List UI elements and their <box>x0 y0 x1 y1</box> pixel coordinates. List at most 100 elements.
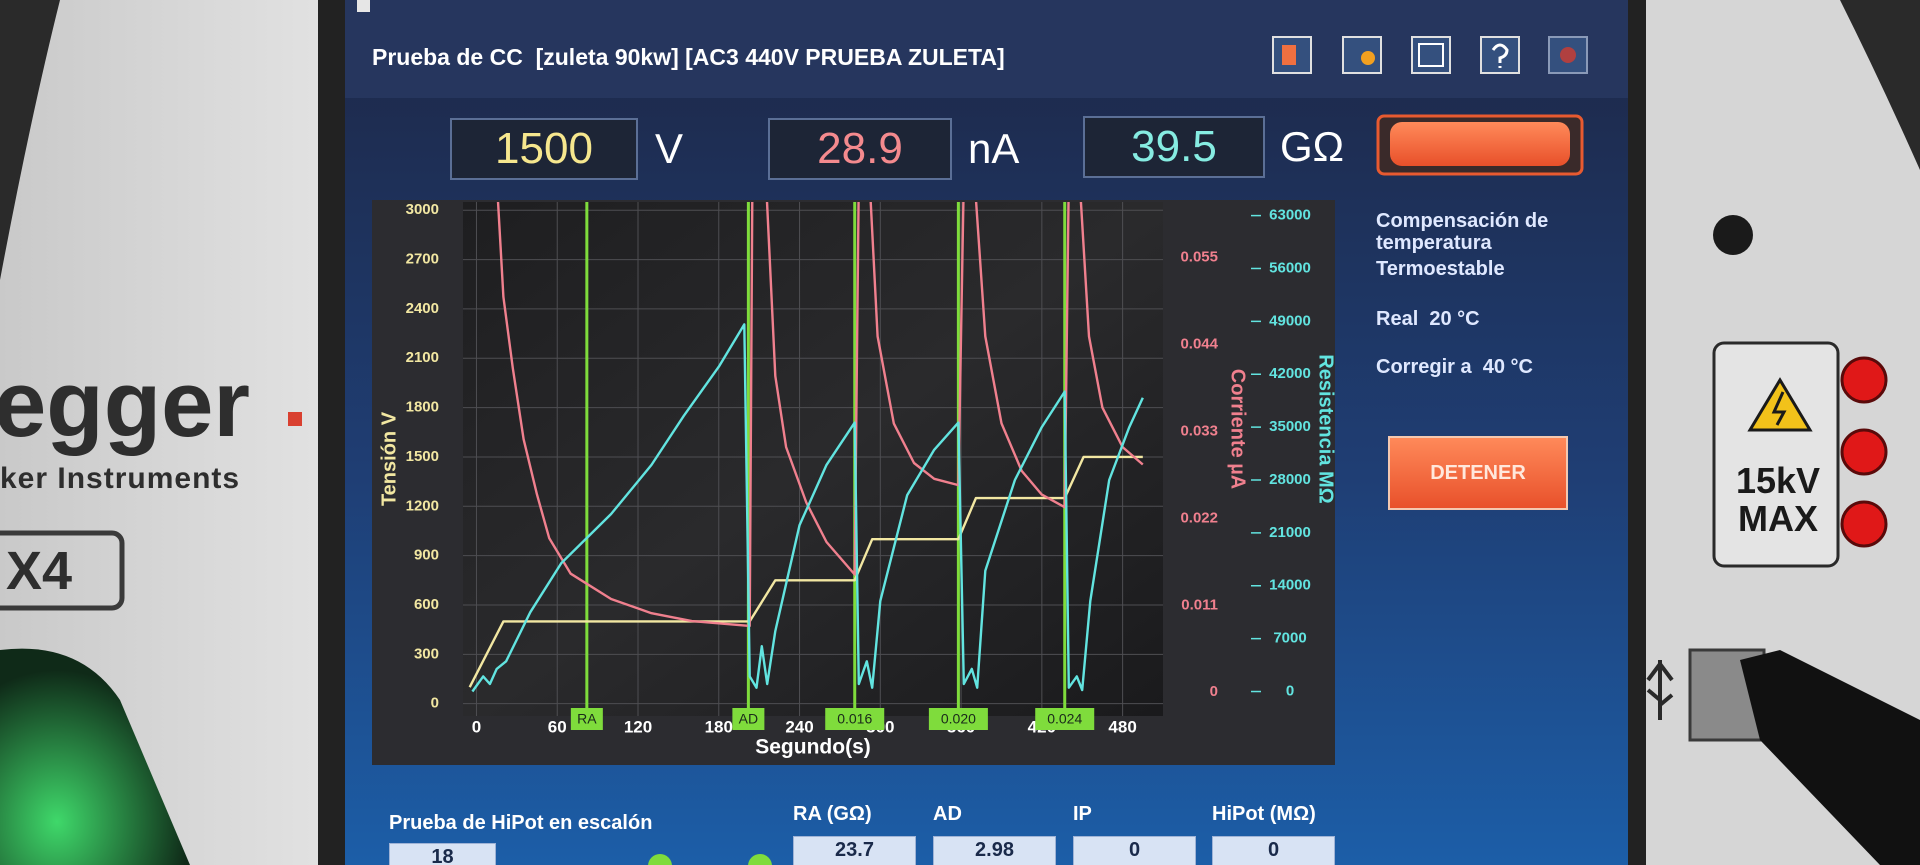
y2-axis-title: Corriente µA <box>1227 369 1249 489</box>
y-tick-label: 1800 <box>406 399 439 416</box>
marker-label-box <box>1035 708 1095 730</box>
y2-tick-label: 0.022 <box>1180 509 1218 526</box>
x-tick-label: 480 <box>1108 717 1136 736</box>
marker-label: RA <box>577 711 597 727</box>
y-tick-label: 2700 <box>406 251 439 268</box>
grid <box>463 202 1163 716</box>
y3-tick-label: 63000 <box>1269 207 1311 224</box>
y-tick-label: 2100 <box>406 349 439 366</box>
y-tick-label: 2400 <box>406 300 439 317</box>
marker-label: 0.016 <box>837 711 872 727</box>
marker-label-box <box>928 708 988 730</box>
current-readout: 28.9 <box>768 118 952 180</box>
marker-label-box <box>825 708 885 730</box>
resistance-unit: GΩ <box>1280 123 1345 170</box>
results-title: Prueba de HiPot en escalón <box>389 812 653 834</box>
led <box>1840 428 1888 476</box>
marker-label-box <box>732 708 765 730</box>
result-value: 0 <box>1212 836 1335 865</box>
real-temperature: Real 20 °C <box>1376 308 1480 330</box>
y-tick-label: 600 <box>414 596 439 613</box>
series-line <box>496 202 1144 628</box>
series-line <box>471 323 1144 693</box>
result-label: RA (GΩ) <box>793 803 872 825</box>
y3-axis-title: Resistencia MΩ <box>1315 354 1337 503</box>
app-icon <box>357 0 370 12</box>
y2-tick-label: 0.055 <box>1180 248 1218 265</box>
stop-button-label[interactable]: DETENER <box>1430 462 1526 484</box>
result-value: 0 <box>1073 836 1196 865</box>
usb-cable <box>1740 650 1920 865</box>
registered-mark <box>288 412 302 426</box>
y-tick-label: 1500 <box>406 448 439 465</box>
y3-tick-label: 56000 <box>1269 259 1311 276</box>
voltage-unit: V <box>655 125 684 172</box>
warning-icon <box>1747 377 1813 432</box>
y2-tick-label: 0.011 <box>1181 596 1218 613</box>
model-box <box>0 530 125 611</box>
toggle[interactable] <box>648 854 672 865</box>
brand-tagline: ker Instruments <box>0 462 241 495</box>
marker-label: 0.024 <box>1047 711 1082 727</box>
y2-tick-label: 0 <box>1210 683 1218 700</box>
y3-tick-label: 42000 <box>1269 365 1311 382</box>
window-title: Prueba de CC [zuleta 90kw] [AC3 440V PRU… <box>372 44 1005 70</box>
toggle[interactable] <box>748 854 772 865</box>
x-tick-label: 240 <box>785 717 813 736</box>
screw <box>1713 215 1753 255</box>
compensation-mode: Termoestable <box>1376 258 1505 280</box>
y3-tick-label: 0 <box>1286 682 1294 699</box>
y3-tick-label: 28000 <box>1269 471 1311 488</box>
result-label: AD <box>933 803 962 825</box>
frame <box>318 0 348 865</box>
bezel-shadow <box>1840 0 1920 170</box>
y3-tick-label: 21000 <box>1269 524 1311 541</box>
start-stop-button-face <box>1390 122 1570 166</box>
rating-panel <box>1712 341 1840 568</box>
step-value: 18 <box>389 843 496 865</box>
icon-glyph <box>1560 47 1576 63</box>
y2-tick-label: 0.033 <box>1180 422 1218 439</box>
green-glow <box>0 648 190 865</box>
bezel-shadow <box>0 0 60 280</box>
y-tick-label: 900 <box>414 547 439 564</box>
led <box>1840 356 1888 404</box>
y3-tick-label: 7000 <box>1273 630 1306 647</box>
x-axis-title: Segundo(s) <box>755 736 871 759</box>
plot-area <box>463 202 1163 716</box>
resistance-readout: 39.5 <box>1083 116 1265 178</box>
frame <box>1626 0 1646 865</box>
icon-glyph <box>1282 45 1296 65</box>
model: X4 <box>6 541 73 601</box>
voltage-readout: 1500 <box>450 118 638 180</box>
result-label: IP <box>1073 803 1092 825</box>
result-value: 23.7 <box>793 836 916 865</box>
led <box>1840 500 1888 548</box>
current-unit: nA <box>968 125 1020 172</box>
marker-label: AD <box>739 711 758 727</box>
warning-bolt <box>1771 391 1787 426</box>
y-tick-label: 3000 <box>406 201 439 218</box>
marker-label-box <box>570 708 603 730</box>
series-group <box>468 202 1144 693</box>
brand: egger <box>0 351 250 456</box>
icon-glyph <box>1418 43 1444 67</box>
result-label: HiPot (MΩ) <box>1212 803 1316 825</box>
y-tick-label: 0 <box>431 695 439 712</box>
y3-tick-label: 35000 <box>1269 418 1311 435</box>
marker-label: 0.020 <box>941 711 976 727</box>
x-tick-label: 180 <box>705 717 733 736</box>
rating-line: 15kV <box>1735 460 1821 501</box>
y3-tick-label: 49000 <box>1269 312 1311 329</box>
y-tick-label: 1200 <box>406 497 439 514</box>
rating: 15kV MAX <box>1726 462 1830 538</box>
series-line <box>468 455 1143 688</box>
rating-line: MAX <box>1738 498 1818 539</box>
corrected-temperature: Corregir a 40 °C <box>1376 356 1533 378</box>
compensation-title: Compensación de temperatura <box>1376 210 1549 254</box>
y2-tick-label: 0.044 <box>1180 335 1218 352</box>
x-tick-label: 0 <box>472 717 481 736</box>
stop-button[interactable] <box>1388 436 1568 510</box>
